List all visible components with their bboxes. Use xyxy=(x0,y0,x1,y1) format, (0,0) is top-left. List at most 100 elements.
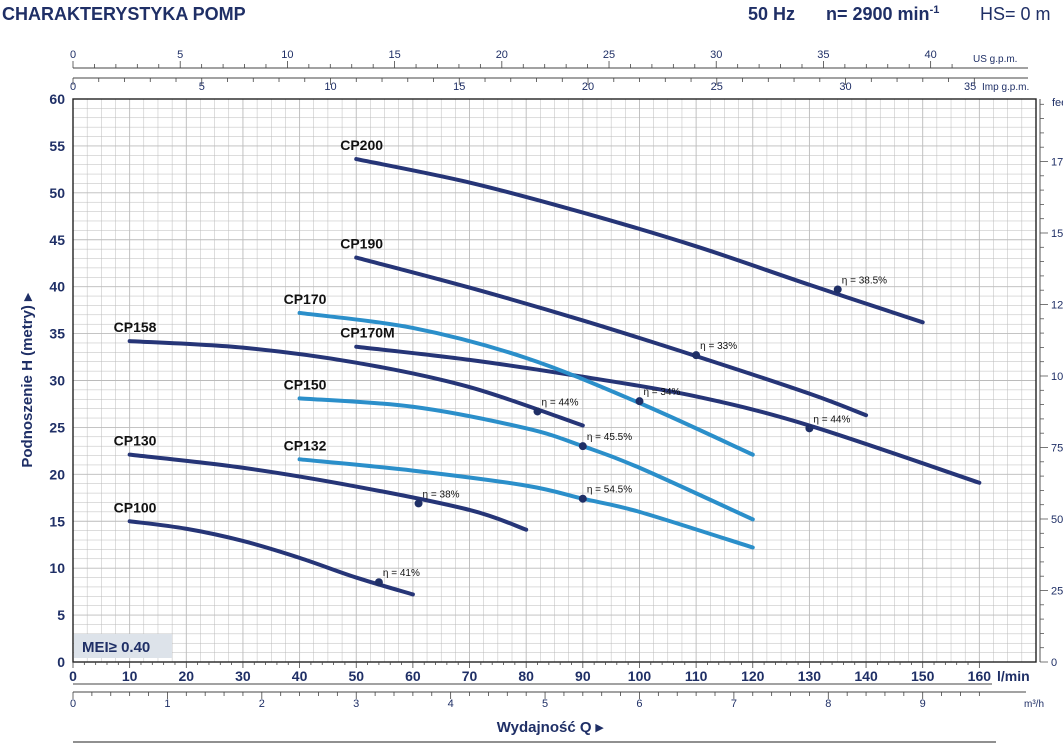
us-gpm-tick-label: 25 xyxy=(603,49,615,61)
curve-cp170m xyxy=(354,344,982,485)
chart-title: CHARAKTERYSTYKA POMP xyxy=(2,4,246,24)
speed-label: n= 2900 min-1 xyxy=(826,4,939,25)
feet-tick-label: 150 xyxy=(1051,228,1063,240)
curve-label-cp190: CP190 xyxy=(340,236,383,252)
x-tick-label: 30 xyxy=(235,668,251,684)
curve-label-cp170: CP170 xyxy=(284,291,327,307)
feet-tick-label: 75 xyxy=(1051,442,1063,454)
efficiency-point xyxy=(692,351,701,360)
m3h-tick-label: 1 xyxy=(164,698,170,710)
us-gpm-unit-label: US g.p.m. xyxy=(973,54,1017,65)
efficiency-label: η = 38.5% xyxy=(842,275,887,286)
x-tick-label: 50 xyxy=(348,668,364,684)
m3h-tick-label: 2 xyxy=(259,698,265,710)
m3h-unit-label: m³/h xyxy=(1024,699,1044,710)
m3h-tick-label: 8 xyxy=(825,698,831,710)
imp-gpm-tick-label: 20 xyxy=(582,81,594,93)
x-tick-label: 10 xyxy=(122,668,138,684)
y-tick-label: 0 xyxy=(57,654,65,670)
m3h-tick-label: 5 xyxy=(542,698,548,710)
efficiency-point xyxy=(578,494,587,503)
axes: 0510152025303540455055600255075100125150… xyxy=(19,49,1063,743)
efficiency-label: η = 34% xyxy=(643,387,680,398)
curve-cp170 xyxy=(297,310,755,457)
x-unit-label: l/min xyxy=(997,668,1030,684)
y-tick-label: 25 xyxy=(49,419,65,435)
x-tick-label: 120 xyxy=(741,668,765,684)
curve-cp130 xyxy=(127,452,529,532)
curve-label-cp150: CP150 xyxy=(284,376,327,392)
curve-label-cp200: CP200 xyxy=(340,137,383,153)
curve-cp200 xyxy=(354,157,925,325)
efficiency-label: η = 38% xyxy=(423,489,460,500)
mei-background xyxy=(74,634,172,658)
x-tick-label: 40 xyxy=(292,668,308,684)
x-axis-title: Wydajność Q ▸ xyxy=(497,719,605,736)
efficiency-label: η = 44% xyxy=(813,414,850,425)
y-axis-title: Podnoszenie H (metry) ▸ xyxy=(19,292,36,468)
x-tick-label: 100 xyxy=(628,668,652,684)
us-gpm-tick-label: 10 xyxy=(281,49,293,61)
feet-tick-label: 125 xyxy=(1051,299,1063,311)
m3h-tick-label: 0 xyxy=(70,698,76,710)
efficiency-point xyxy=(578,442,587,451)
feet-tick-label: 100 xyxy=(1051,371,1063,383)
efficiency-point xyxy=(374,578,383,587)
us-gpm-tick-label: 20 xyxy=(496,49,508,61)
imp-gpm-tick-label: 10 xyxy=(324,81,336,93)
efficiency-label: η = 45.5% xyxy=(587,432,632,443)
curve-cp150 xyxy=(297,396,755,522)
speed-exponent: -1 xyxy=(929,4,940,16)
x-tick-label: 110 xyxy=(685,668,708,684)
imp-gpm-tick-label: 5 xyxy=(199,81,205,93)
imp-gpm-unit-label: Imp g.p.m. xyxy=(982,82,1029,93)
x-tick-label: 20 xyxy=(179,668,195,684)
curve-cp190 xyxy=(354,255,869,418)
efficiency-point xyxy=(635,397,644,406)
us-gpm-tick-label: 0 xyxy=(70,49,76,61)
x-tick-label: 140 xyxy=(854,668,878,684)
m3h-tick-label: 3 xyxy=(353,698,359,710)
y-tick-label: 45 xyxy=(49,232,65,248)
series: CP200 η = 38.5% CP190 η = 33% CP170M η = 44% C… xyxy=(114,137,982,597)
feet-tick-label: 25 xyxy=(1051,585,1063,597)
feet-tick-label: 0 xyxy=(1051,657,1057,669)
y-tick-label: 10 xyxy=(49,560,65,576)
x-tick-label: 80 xyxy=(518,668,534,684)
efficiency-point xyxy=(805,424,814,433)
us-gpm-tick-label: 5 xyxy=(177,49,183,61)
frequency-label: 50 Hz xyxy=(748,4,796,24)
curve-label-cp100: CP100 xyxy=(114,499,157,515)
curve-label-cp130: CP130 xyxy=(114,433,157,449)
feet-tick-label: 50 xyxy=(1051,514,1063,526)
m3h-tick-label: 9 xyxy=(920,698,926,710)
y-tick-label: 55 xyxy=(49,138,65,154)
efficiency-point xyxy=(533,407,542,416)
us-gpm-tick-label: 40 xyxy=(925,49,937,61)
us-gpm-tick-label: 30 xyxy=(710,49,722,61)
x-tick-label: 90 xyxy=(575,668,591,684)
x-tick-label: 130 xyxy=(798,668,822,684)
us-gpm-tick-label: 15 xyxy=(388,49,400,61)
imp-gpm-tick-label: 30 xyxy=(839,81,851,93)
x-tick-label: 60 xyxy=(405,668,421,684)
plot-frame xyxy=(72,98,1037,663)
y-tick-label: 60 xyxy=(49,91,65,107)
curve-label-cp158: CP158 xyxy=(114,319,157,335)
suction-height-label: HS= 0 m xyxy=(980,4,1051,24)
imp-gpm-tick-label: 35 xyxy=(964,81,976,93)
y-tick-label: 50 xyxy=(49,185,65,201)
x-tick-label: 150 xyxy=(911,668,935,684)
efficiency-label: η = 33% xyxy=(700,341,737,352)
efficiency-label: η = 41% xyxy=(383,568,420,579)
y-tick-label: 35 xyxy=(49,326,65,342)
mei-label: MEI≥ 0.40 xyxy=(82,639,150,656)
x-tick-label: 0 xyxy=(69,668,77,684)
curve-label-cp132: CP132 xyxy=(284,437,327,453)
imp-gpm-tick-label: 25 xyxy=(711,81,723,93)
efficiency-point xyxy=(833,285,842,294)
curve-cp132 xyxy=(297,457,755,550)
curve-cp100 xyxy=(127,519,415,597)
y-tick-label: 15 xyxy=(49,513,65,529)
